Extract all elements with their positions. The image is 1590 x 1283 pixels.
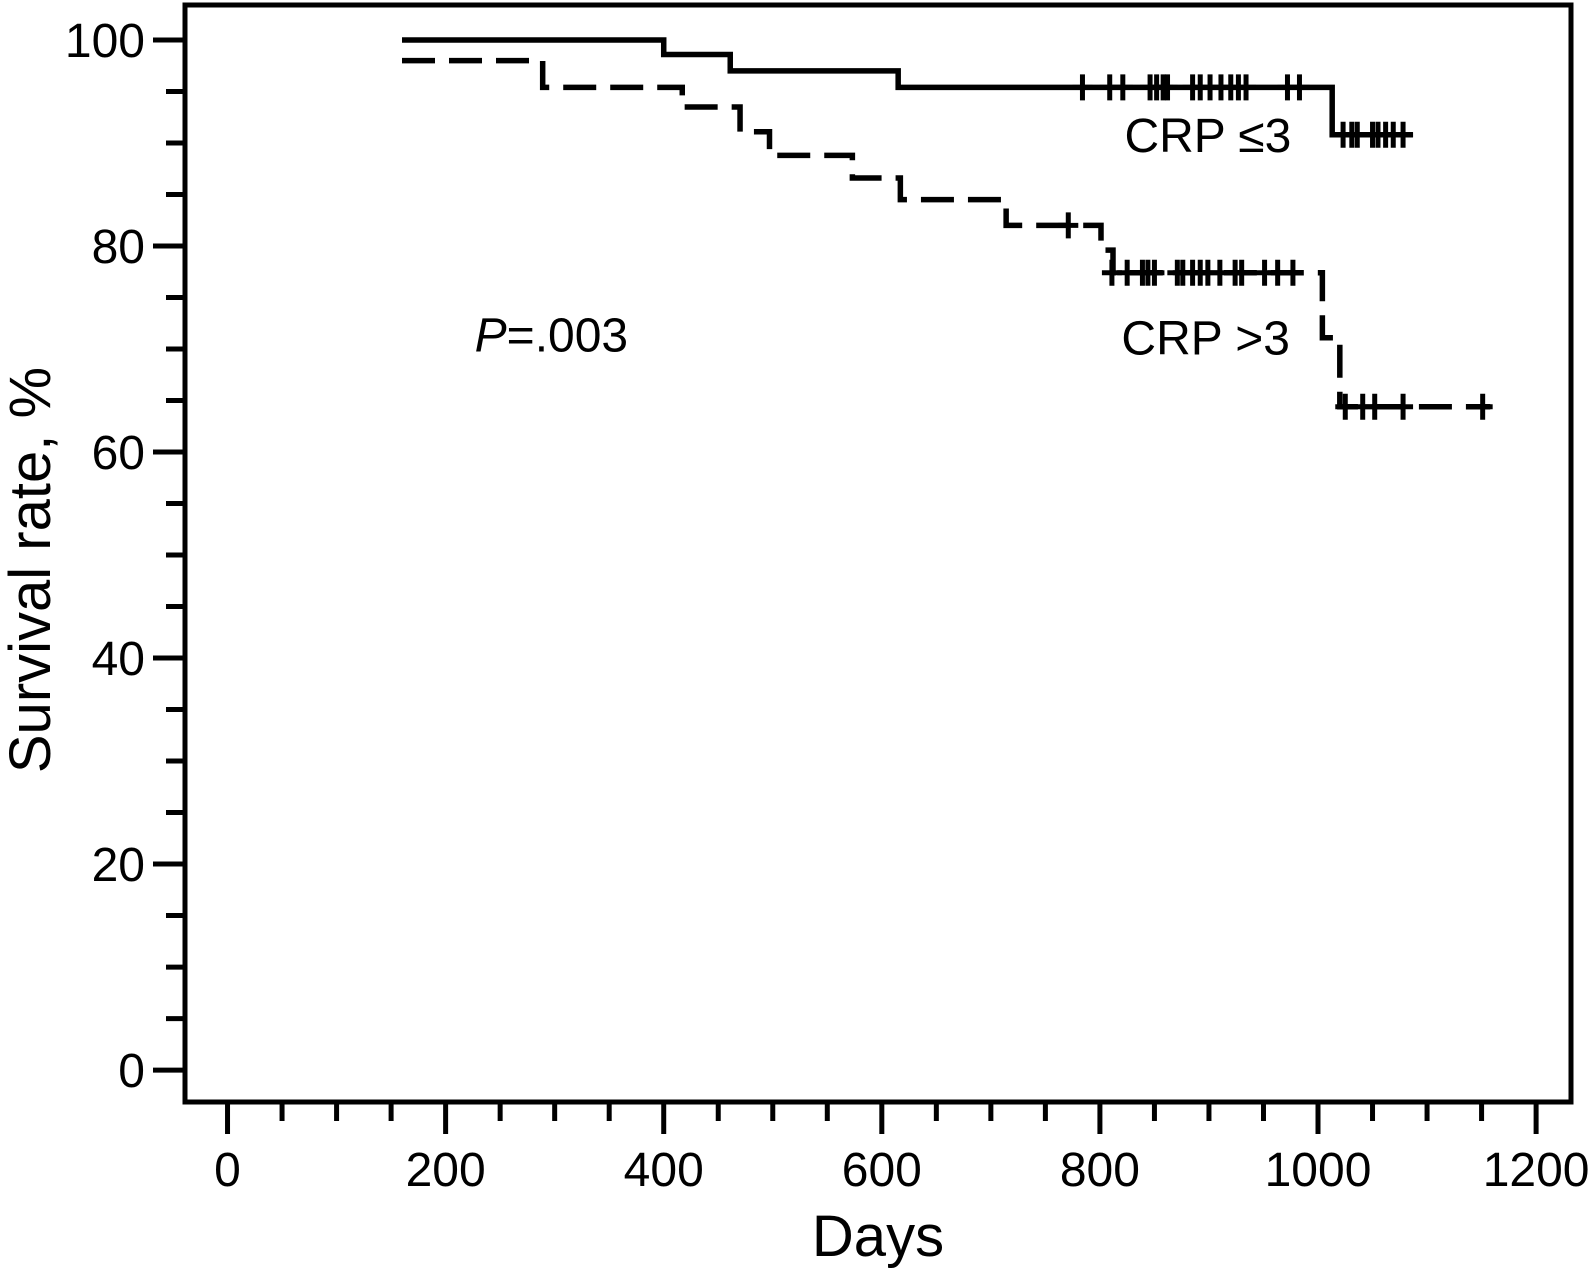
y-tick-label: 40 bbox=[92, 633, 145, 686]
series-crp-gt3: CRP >3 bbox=[402, 57, 1493, 420]
censor-mark bbox=[1058, 212, 1079, 239]
x-tick-label: 0 bbox=[214, 1144, 241, 1197]
x-tick-label: 1200 bbox=[1483, 1144, 1590, 1197]
censor-mark bbox=[1072, 74, 1093, 101]
censor-mark bbox=[1289, 74, 1310, 101]
x-tick-label: 400 bbox=[624, 1144, 704, 1197]
survival-curve bbox=[402, 37, 1413, 138]
censor-mark bbox=[1393, 121, 1414, 148]
x-tick-label: 1000 bbox=[1265, 1144, 1372, 1197]
y-axis-title: Survival rate, % bbox=[0, 367, 63, 773]
y-tick-label: 20 bbox=[92, 839, 145, 892]
y-tick-label: 80 bbox=[92, 221, 145, 274]
plot-border bbox=[182, 2, 1574, 1105]
survival-curve bbox=[402, 57, 1491, 410]
censor-mark bbox=[1472, 393, 1493, 420]
y-tick-label: 60 bbox=[92, 427, 145, 480]
censor-mark bbox=[1335, 393, 1356, 420]
series-group: CRP ≤3 CRP >3 bbox=[402, 37, 1493, 420]
p-value-annotation: P=.003 bbox=[475, 310, 628, 363]
censor-mark bbox=[1393, 393, 1414, 420]
series-crp-le3: CRP ≤3 bbox=[402, 37, 1414, 163]
censor-mark bbox=[1231, 259, 1252, 286]
censor-mark bbox=[1364, 393, 1385, 420]
x-tick-label: 600 bbox=[842, 1144, 922, 1197]
y-tick-label: 0 bbox=[118, 1045, 145, 1098]
censor-mark bbox=[1282, 259, 1303, 286]
censor-mark bbox=[1112, 74, 1133, 101]
x-axis-title: Days bbox=[812, 1204, 944, 1269]
plot-frame bbox=[182, 2, 1574, 1105]
x-tick-label: 200 bbox=[406, 1144, 486, 1197]
x-tick-label: 800 bbox=[1060, 1144, 1140, 1197]
y-axis: 0 20 40 60 80 100 Survival rate, % bbox=[0, 15, 185, 1098]
curve-label: CRP ≤3 bbox=[1124, 110, 1291, 163]
censor-mark bbox=[1236, 74, 1257, 101]
curve-label: CRP >3 bbox=[1121, 313, 1290, 366]
censor-mark bbox=[1157, 74, 1178, 101]
annotation-group: P=.003 bbox=[475, 310, 628, 363]
y-tick-label: 100 bbox=[65, 15, 145, 68]
x-axis: 0 200 400 600 800 1000 1200 Days bbox=[214, 1102, 1589, 1269]
censor-mark bbox=[1144, 259, 1165, 286]
